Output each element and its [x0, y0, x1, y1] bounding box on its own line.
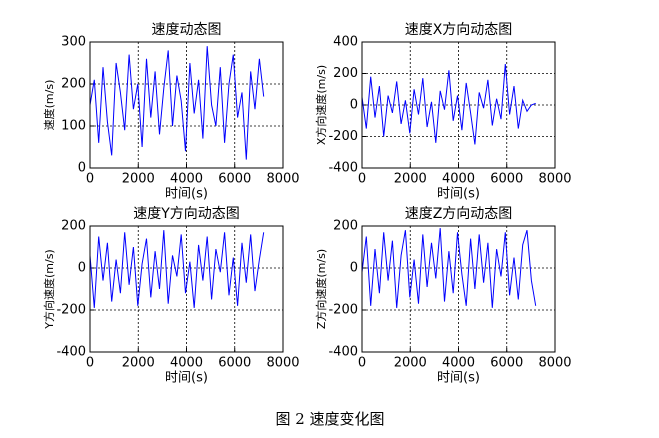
subplot: 0 2000 4000 6000 8000 -400 -200 0 200 400 速度X方向动态图…	[314, 22, 572, 202]
y-tick-label: 300	[61, 35, 86, 50]
x-tick-label: 8000	[538, 172, 571, 187]
y-tick-label: -200	[328, 303, 358, 318]
axes-frame	[361, 225, 556, 353]
axes-frame	[361, 41, 556, 169]
y-tick-label: 100	[61, 119, 86, 134]
x-tick-label: 2000	[394, 356, 427, 371]
y-tick-label: 0	[78, 161, 86, 176]
x-tick-label: 4000	[170, 172, 203, 187]
y-tick-label: 200	[61, 77, 86, 92]
y-tick-label: -400	[56, 345, 86, 360]
subplot: 0 2000 4000 6000 8000 -400 -200 0 200 速度Z方向动态图时间(…	[314, 206, 572, 386]
y-tick-label: -200	[56, 303, 86, 318]
y-tick-label: -200	[328, 129, 358, 144]
data-line	[361, 228, 537, 308]
axes-frame	[89, 225, 284, 353]
subplot: 0 2000 4000 6000 8000 -400 -200 0 200 速度Y方向动态图时间(…	[42, 206, 300, 386]
x-axis-label: 时间(s)	[437, 187, 480, 202]
y-tick-label: -400	[328, 161, 358, 176]
subplot-title: 速度X方向动态图	[405, 22, 513, 38]
x-tick-label: 8000	[266, 356, 299, 371]
y-axis-label: 速度(m/s)	[42, 80, 56, 131]
axes-frame	[89, 41, 284, 169]
x-tick-label: 6000	[218, 172, 251, 187]
x-tick-label: 2000	[122, 356, 155, 371]
x-tick-label: 6000	[490, 172, 523, 187]
x-tick-label: 4000	[442, 356, 475, 371]
x-tick-label: 6000	[490, 356, 523, 371]
x-tick-label: 0	[86, 172, 94, 187]
subplot-title: 速度Y方向动态图	[133, 206, 240, 222]
y-axis-label: Y方向速度(m/s)	[42, 249, 56, 329]
x-tick-label: 8000	[538, 356, 571, 371]
y-tick-label: 200	[333, 219, 358, 234]
data-line	[89, 46, 265, 160]
y-tick-label: 0	[78, 261, 86, 276]
x-axis-label: 时间(s)	[437, 371, 480, 386]
y-axis-label: X方向速度(m/s)	[314, 65, 328, 145]
y-tick-label: 0	[350, 261, 358, 276]
x-tick-label: 0	[358, 172, 366, 187]
x-tick-label: 0	[358, 356, 366, 371]
y-axis-label: Z方向速度(m/s)	[314, 249, 328, 329]
subplot-title: 速度动态图	[152, 22, 222, 38]
x-tick-label: 0	[86, 356, 94, 371]
y-tick-label: 200	[333, 66, 358, 81]
x-tick-label: 2000	[122, 172, 155, 187]
x-tick-label: 4000	[442, 172, 475, 187]
x-tick-label: 4000	[170, 356, 203, 371]
y-tick-label: 0	[350, 98, 358, 113]
x-tick-label: 8000	[266, 172, 299, 187]
subplot-title: 速度Z方向动态图	[405, 206, 513, 222]
data-line	[361, 64, 536, 145]
x-axis-label: 时间(s)	[165, 371, 208, 386]
data-line	[89, 230, 265, 308]
y-tick-label: 200	[61, 219, 86, 234]
x-axis-label: 时间(s)	[165, 187, 208, 202]
x-tick-label: 2000	[394, 172, 427, 187]
caption: 图 2 速度变化图	[275, 410, 384, 428]
y-tick-label: 400	[333, 35, 358, 50]
y-tick-label: -400	[328, 345, 358, 360]
x-tick-label: 6000	[218, 356, 251, 371]
